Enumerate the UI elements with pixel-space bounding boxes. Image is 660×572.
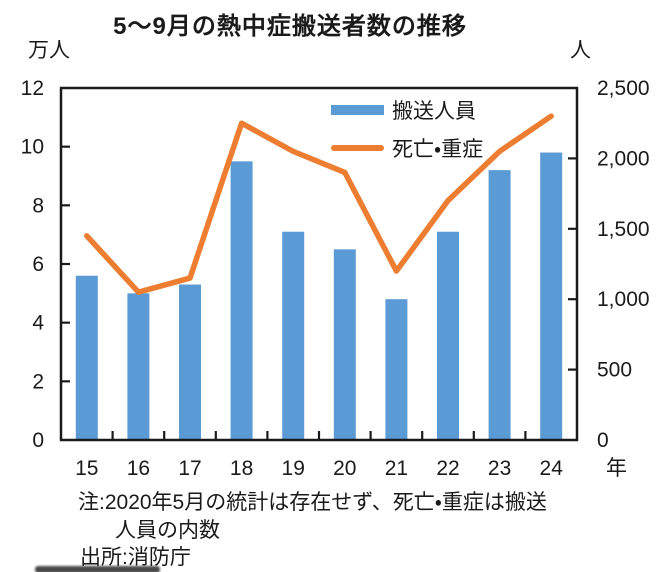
x-axis-tick-label: 24: [540, 457, 564, 480]
x-axis-tick-label: 16: [127, 457, 150, 480]
bottom-edge-artifact: [35, 566, 160, 572]
left-axis-unit-label: 万人: [28, 39, 70, 62]
x-axis-tick-label: 17: [178, 457, 201, 480]
left-axis-tick-label: 2: [32, 370, 44, 393]
x-axis-tick-label: 22: [436, 457, 459, 480]
transported-bar: [179, 284, 201, 440]
right-axis-tick-label: 2,000: [597, 147, 650, 170]
right-axis-tick-label: 1,500: [597, 218, 650, 241]
bar-series-swatch-icon: [331, 105, 384, 115]
right-axis-tick-label: 2,500: [597, 77, 650, 100]
transported-bar: [333, 249, 356, 440]
plot-border: [59, 86, 579, 442]
deaths-severe-line: [84, 113, 554, 295]
x-axis-tick-label: 20: [333, 457, 356, 480]
transported-bar: [385, 299, 408, 440]
left-axis-tick-label: 8: [32, 194, 44, 217]
source-attribution: 出所:消防庁: [80, 546, 191, 569]
chart-legend: 搬送人員 死亡・重症: [331, 96, 483, 172]
x-axis-tick-label: 15: [75, 457, 98, 480]
x-axis-unit-label: 年: [606, 457, 627, 480]
transported-bar: [488, 170, 511, 440]
transported-bar: [75, 275, 98, 440]
footnote-line-2: 人員の内数: [115, 519, 220, 542]
left-axis-tick-label: 4: [32, 312, 44, 335]
left-axis-tick-label: 0: [32, 429, 44, 452]
right-axis-tick-label: 0: [597, 429, 609, 452]
right-axis-tick-label: 1,000: [597, 288, 650, 311]
x-axis-tick-label: 18: [230, 457, 253, 480]
legend-label-transported: 搬送人員: [392, 100, 476, 123]
transported-bar: [282, 231, 305, 440]
transported-bar: [540, 152, 563, 441]
transported-bar: [437, 231, 459, 440]
chart-title: 5〜9月の熱中症搬送者数の推移: [113, 13, 467, 40]
x-axis-tick-label: 19: [282, 457, 305, 480]
x-axis-tick-label: 23: [488, 457, 511, 480]
transported-bar: [230, 161, 253, 441]
legend-item-deaths-severe: 死亡・重症: [331, 134, 483, 162]
legend-label-deaths-severe: 死亡・重症: [392, 138, 484, 161]
transported-bar: [127, 293, 150, 440]
line-series-swatch-icon: [331, 145, 384, 151]
left-axis-tick-label: 10: [21, 136, 44, 159]
right-axis-tick-label: 500: [597, 359, 632, 382]
right-axis-unit-label: 人: [570, 39, 591, 62]
footnote-line-1: 注:2020年5月の統計は存在せず、死亡・重症は搬送: [78, 491, 547, 514]
x-axis-tick-label: 21: [385, 457, 408, 480]
legend-item-transported: 搬送人員: [331, 96, 483, 124]
left-axis-tick-label: 6: [32, 253, 44, 276]
left-axis-tick-label: 12: [21, 77, 44, 100]
